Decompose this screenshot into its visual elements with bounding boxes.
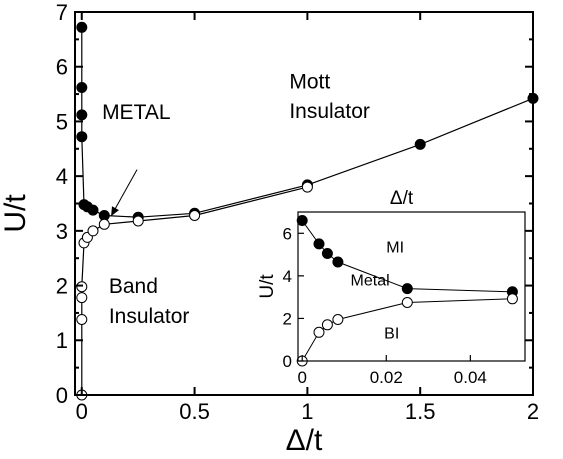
data-point-open (313, 326, 325, 338)
data-point-open (76, 281, 88, 293)
data-point-filled (76, 109, 88, 121)
y-tick-label: 6 (283, 224, 292, 243)
y-tick-label: 5 (56, 109, 68, 134)
y-tick-label: 2 (56, 273, 68, 298)
data-point-open (321, 319, 333, 331)
data-point-filled (296, 215, 308, 226)
data-point-open (87, 225, 99, 237)
x-tick-label: 2 (527, 399, 539, 424)
data-point-open (301, 181, 313, 193)
region-label: MI (386, 239, 404, 256)
data-point-filled (76, 82, 88, 93)
region-label: Metal (351, 272, 390, 289)
data-point-open (132, 215, 144, 227)
data-point-open (506, 293, 518, 305)
data-point-filled (321, 248, 333, 259)
data-point-filled (332, 256, 344, 268)
data-point-open (98, 218, 110, 230)
y-tick-label: 7 (56, 0, 68, 25)
region-label: Insulator (289, 100, 370, 123)
x-tick-label: 0.02 (370, 368, 403, 387)
x-tick-label: 0 (297, 368, 306, 387)
main-plot: 0 0.5 1 1.5 2 0 1 2 3 4 5 6 7 Δ/t U/t METAL Mott Insulato… (0, 0, 539, 457)
data-point-open (401, 297, 413, 308)
y-tick-label: 0 (56, 383, 68, 408)
data-point-open (76, 314, 88, 325)
data-point-filled (87, 204, 99, 216)
data-point-open (189, 210, 201, 221)
data-point-filled (401, 283, 413, 295)
y-tick-label: 2 (283, 310, 292, 329)
x-tick-label: 1.5 (405, 399, 436, 424)
y-tick-label: 1 (56, 328, 68, 353)
data-point-filled (76, 131, 88, 143)
x-axis-label: Δ/t (286, 424, 323, 457)
region-label: Mott (289, 71, 330, 94)
x-tick-label: 0 (76, 399, 88, 424)
y-tick-label: 3 (56, 219, 68, 244)
data-point-open (332, 314, 344, 325)
inset-plot: 0 0.02 0.04 0 2 4 6 Δ/t U/t MI Metal BI (257, 188, 526, 387)
x-tick-label: 0.04 (454, 368, 487, 387)
y-tick-label: 4 (283, 267, 292, 286)
region-label: Band (109, 275, 158, 298)
chart-title: Δ/t (390, 188, 414, 209)
plot-frame (297, 211, 526, 362)
y-axis-label: U/t (0, 194, 32, 233)
region-label: Insulator (109, 305, 190, 328)
x-tick-label: 0.5 (179, 399, 210, 424)
y-axis-label: U/t (257, 274, 278, 299)
data-point-filled (313, 238, 325, 250)
data-point-open (76, 292, 88, 304)
annotation-arrow-head (111, 206, 119, 217)
y-tick-label: 0 (283, 352, 292, 371)
region-label: METAL (102, 101, 170, 124)
region-label: BI (384, 326, 399, 343)
series-line (301, 298, 513, 362)
data-point-filled (76, 21, 88, 33)
y-tick-label: 6 (56, 55, 68, 80)
x-tick-label: 1 (301, 399, 313, 424)
y-tick-label: 4 (56, 164, 68, 189)
data-point-filled (414, 138, 426, 150)
